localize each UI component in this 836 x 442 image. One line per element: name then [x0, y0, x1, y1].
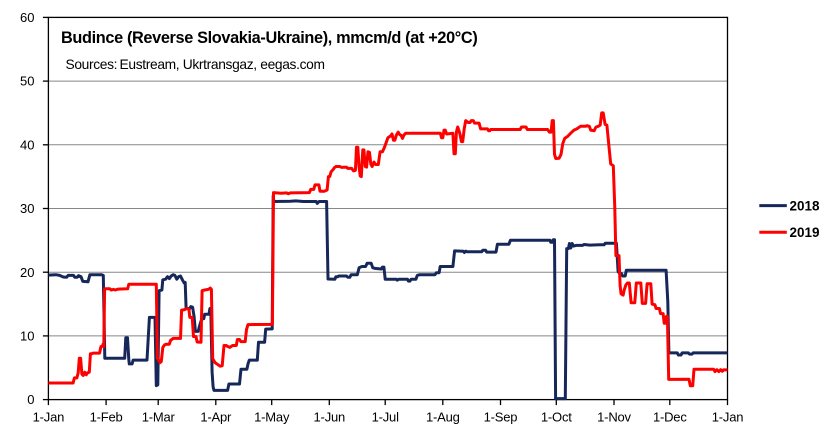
svg-text:1-Feb: 1-Feb: [90, 410, 123, 425]
svg-text:30: 30: [20, 201, 34, 216]
svg-text:1-Mar: 1-Mar: [142, 410, 176, 425]
svg-text:Sources: Eustream, Ukrtransgaz: Sources: Eustream, Ukrtransgaz, eegas.co…: [66, 57, 325, 72]
svg-text:1-Jan: 1-Jan: [712, 410, 744, 425]
svg-text:50: 50: [20, 74, 34, 89]
svg-text:1-Dec: 1-Dec: [653, 410, 687, 425]
svg-text:Budince (Reverse Slovakia-Ukra: Budince (Reverse Slovakia-Ukraine), mmcm…: [61, 29, 477, 47]
svg-text:10: 10: [20, 329, 34, 344]
svg-text:1-May: 1-May: [254, 410, 290, 425]
svg-text:1-Sep: 1-Sep: [484, 410, 518, 425]
svg-text:1-Oct: 1-Oct: [541, 410, 572, 425]
svg-text:1-Jul: 1-Jul: [372, 410, 399, 425]
svg-text:1-Jan: 1-Jan: [33, 410, 65, 425]
svg-text:1-Aug: 1-Aug: [426, 410, 460, 425]
svg-text:1-Jun: 1-Jun: [314, 410, 346, 425]
svg-text:2019: 2019: [790, 225, 820, 240]
svg-text:1-Nov: 1-Nov: [597, 410, 631, 425]
svg-text:2018: 2018: [790, 198, 821, 213]
svg-text:60: 60: [20, 10, 34, 25]
svg-text:40: 40: [20, 137, 34, 152]
svg-text:20: 20: [20, 265, 34, 280]
svg-text:0: 0: [27, 392, 34, 407]
svg-text:1-Apr: 1-Apr: [200, 410, 232, 425]
